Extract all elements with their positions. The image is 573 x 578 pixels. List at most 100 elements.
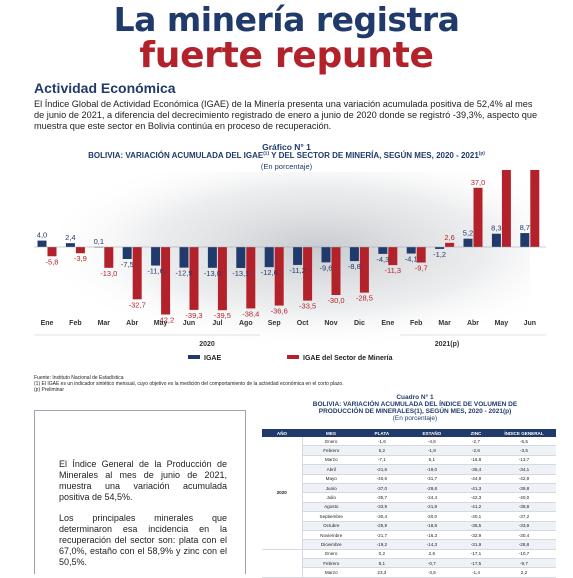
table-row: Mayo -40,6 -31,7 -44,9 -42,9	[262, 474, 556, 484]
bar-igae	[151, 247, 161, 266]
x-tick-label: Dic	[354, 320, 365, 327]
value-cell: -36,4	[459, 464, 492, 475]
legend-label-igae: IGAE	[204, 355, 221, 362]
data-label: -4,1	[405, 255, 418, 264]
footnote-igae: (1) El IGAE es un indicador sintético me…	[34, 381, 344, 387]
value-cell: -24,4	[403, 492, 460, 503]
info-paragraph-2: Los principales minerales que determinar…	[59, 513, 227, 567]
value-cell: -37,2	[492, 511, 556, 522]
data-label: -32,7	[129, 300, 146, 309]
data-label: -7,5	[121, 260, 134, 269]
value-cell: 0,2	[360, 549, 404, 560]
legend-swatch-mineria	[287, 355, 299, 359]
data-label: -9,7	[415, 264, 428, 273]
month-cell: Marzo	[302, 455, 360, 466]
col-header-year: AÑO	[262, 429, 302, 437]
bar-mineria	[501, 170, 511, 247]
bar-mineria	[473, 187, 483, 247]
table-header-row: AÑO MES PLATA ESTAÑO ZINC ÍNDICE GENERAL	[262, 429, 556, 437]
value-cell: -0,7	[403, 558, 460, 569]
month-cell: Junio	[302, 483, 360, 494]
data-label: -11,3	[385, 266, 402, 275]
info-box: El Índice General de la Producción de Mi…	[34, 410, 246, 574]
value-cell: 5,2	[360, 445, 404, 456]
value-cell: -2,6	[459, 445, 492, 456]
value-cell: -44,9	[459, 474, 492, 484]
value-cell: -21,8	[403, 502, 460, 513]
bar-igae	[321, 247, 331, 263]
bar-mineria	[217, 247, 227, 311]
value-cell: -19,0	[403, 464, 460, 475]
bar-igae	[236, 247, 246, 268]
data-label: 8,7	[520, 223, 530, 232]
bar-igae	[122, 247, 132, 259]
value-cell: -1,9	[403, 445, 460, 456]
value-cell: -33,9	[360, 502, 404, 513]
chart-title-a: BOLIVIA: VARIACIÓN ACUMULADA DEL IGAE	[88, 151, 264, 160]
month-cell: Enero	[302, 549, 360, 560]
legend-label-mineria: IGAE del Sector de Minería	[303, 355, 393, 362]
month-cell: Febrero	[302, 558, 360, 569]
value-cell: -29,8	[403, 483, 460, 494]
bar-mineria	[189, 247, 199, 310]
chart-number: Gráfico N° 1	[262, 142, 311, 152]
headline-line-2: fuerte repunte	[139, 35, 434, 76]
data-label: -3,9	[74, 254, 87, 263]
value-cell: -21,6	[360, 464, 404, 475]
x-tick-label: Jun	[183, 320, 195, 327]
value-cell: -14,3	[403, 539, 460, 550]
x-tick-label: Mar	[438, 320, 451, 327]
table-row: Febrero 5,2 -1,9 -2,6 -3,5	[262, 445, 556, 456]
bar-igae	[264, 247, 274, 268]
table-row: 2020 Enero -1,6 -4,6 -2,7 -5,5	[262, 437, 556, 550]
value-cell: -37,0	[360, 483, 404, 494]
data-label: -5,8	[46, 257, 59, 266]
value-cell: -32,9	[459, 530, 492, 541]
chart-unit: (En porcentaje)	[260, 162, 313, 171]
year-cell	[262, 549, 303, 578]
value-cell: -31,7	[403, 474, 460, 484]
table-row: Febrero 8,1 -0,7 -17,5 -9,7	[262, 558, 556, 569]
data-label: -13,0	[204, 269, 221, 278]
month-cell: Julio	[302, 492, 360, 503]
year-label-2020: 2020	[199, 341, 215, 348]
value-cell: -36,5	[459, 521, 492, 531]
table-title-1: BOLIVIA: VARIACIÓN ACUMULADA DEL ÍNDICE …	[312, 401, 518, 408]
value-cell: -41,2	[459, 502, 492, 513]
data-label: -39,5	[214, 311, 231, 320]
table-row: Agosto -33,9 -21,8 -41,2 -38,8	[262, 502, 556, 513]
value-cell: -9,7	[492, 558, 556, 569]
value-cell: -30,4	[360, 511, 404, 522]
data-label: -30,0	[327, 296, 344, 305]
data-label: 5,2	[463, 229, 473, 238]
bar-igae	[378, 247, 388, 254]
value-cell: 2,6	[403, 549, 460, 560]
table-unit: (En porcentaje)	[392, 415, 438, 422]
value-cell: -17,1	[459, 549, 492, 560]
month-cell: Octubre	[302, 521, 360, 531]
chart-title-sup2: (p)	[478, 151, 485, 157]
bar-igae	[463, 238, 473, 247]
table-number: Cuadro N° 1	[396, 394, 434, 401]
table-row: Marzo -7,1 5,1 -16,8 -13,7	[262, 455, 556, 466]
x-tick-label: Oct	[297, 320, 309, 327]
headline-line-1: La minería registra	[113, 0, 460, 39]
data-label: -12,6	[261, 268, 278, 277]
month-cell: Abril	[302, 464, 360, 475]
col-header-plata: PLATA	[360, 429, 404, 437]
bar-mineria	[303, 247, 313, 301]
month-cell: Mayo	[302, 474, 360, 484]
month-cell: Septiembre	[302, 511, 360, 522]
x-tick-label: Feb	[410, 320, 422, 327]
bar-mineria	[161, 247, 171, 315]
data-label: 8,3	[491, 224, 501, 233]
value-cell: -40,1	[459, 511, 492, 522]
value-cell: -38,8	[492, 502, 556, 513]
month-cell: Febrero	[302, 445, 360, 456]
value-cell: -20,0	[403, 511, 460, 522]
value-cell: -40,0	[492, 492, 556, 503]
value-cell: -3,5	[492, 445, 556, 456]
value-cell: -30,4	[492, 530, 556, 541]
value-cell: -31,9	[459, 539, 492, 550]
col-header-estano: ESTAÑO	[403, 429, 460, 437]
